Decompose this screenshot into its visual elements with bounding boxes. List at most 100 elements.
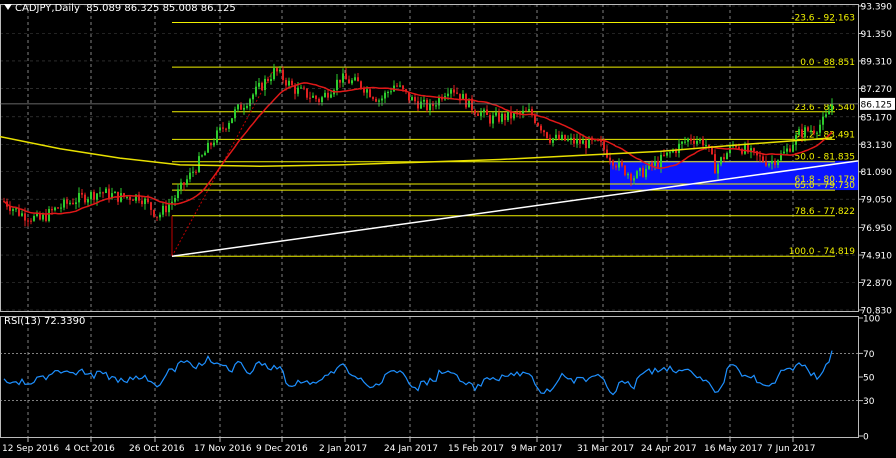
rsi-axis-label: 50 (863, 374, 875, 384)
candle-body (651, 162, 653, 166)
candle-body (321, 97, 323, 103)
candle-body (549, 138, 551, 143)
candle-body (729, 146, 731, 154)
candle-body (792, 144, 794, 152)
candle-body (339, 79, 341, 83)
candle-body (687, 138, 689, 142)
candle-body (681, 141, 683, 144)
date-axis-label: 9 Mar 2017 (511, 444, 562, 454)
candle-body (357, 77, 359, 82)
candle-body (609, 157, 611, 161)
candle-body (708, 144, 710, 147)
fib-label: 61.8 - 80.179 (795, 175, 856, 185)
candle-body (534, 115, 536, 123)
candle-body (657, 160, 659, 167)
candle-body (147, 198, 149, 203)
candle-body (630, 173, 632, 181)
candle-body (54, 207, 56, 211)
candle-body (399, 85, 401, 87)
rsi-axis-label: 70 (863, 350, 875, 360)
price-axis-label: 81.090 (861, 168, 893, 178)
dropdown-triangle-icon[interactable] (4, 4, 12, 10)
candle-body (654, 160, 656, 166)
candle-body (243, 107, 245, 110)
candle-body (372, 97, 374, 99)
date-axis-label: 31 Mar 2017 (577, 444, 634, 454)
price-axis-label: 76.950 (861, 224, 893, 234)
candle-body (93, 191, 95, 200)
candle-body (63, 199, 65, 208)
candle-body (477, 113, 479, 116)
candle-body (336, 79, 338, 91)
candle-body (270, 79, 272, 82)
candle-body (552, 138, 554, 143)
candle-body (267, 78, 269, 82)
candle-body (240, 104, 242, 110)
candle-body (480, 112, 482, 116)
candle-body (360, 81, 362, 88)
candle-body (324, 92, 326, 98)
candle-body (828, 111, 830, 115)
candle-body (618, 161, 620, 168)
candle-body (696, 140, 698, 144)
candle-body (207, 142, 209, 153)
candle-body (201, 155, 203, 157)
candle-body (354, 77, 356, 81)
candle-body (615, 165, 617, 168)
candle-body (420, 101, 422, 109)
candle-body (771, 160, 773, 164)
candle-body (216, 130, 218, 143)
candle-body (666, 152, 668, 156)
candle-body (822, 116, 824, 125)
candle-body (753, 148, 755, 152)
candle-body (456, 92, 458, 94)
candle-body (102, 192, 104, 194)
price-axis-label: 87.270 (861, 85, 893, 95)
candle-body (525, 110, 527, 112)
candle-body (282, 69, 284, 81)
candle-body (447, 93, 449, 97)
current-price-label: 86.125 (861, 100, 893, 110)
candle-body (171, 201, 173, 205)
candle-body (582, 140, 584, 144)
candle-body (417, 101, 419, 109)
date-axis-label: 12 Sep 2016 (2, 444, 59, 454)
candle-body (432, 103, 434, 106)
candle-body (765, 161, 767, 166)
candle-body (288, 80, 290, 86)
candle-body (198, 156, 200, 173)
candle-body (414, 97, 416, 102)
candle-body (735, 145, 737, 148)
candle-body (237, 104, 239, 110)
candle-body (558, 134, 560, 140)
candle-body (429, 103, 431, 111)
fib-label: 23.6 - 85.540 (795, 103, 856, 113)
candle-body (75, 202, 77, 205)
candle-body (72, 202, 74, 205)
candle-body (261, 82, 263, 90)
candle-body (570, 137, 572, 140)
candle-body (366, 89, 368, 93)
candle-body (96, 193, 98, 200)
candle-body (120, 193, 122, 202)
candle-body (699, 139, 701, 141)
candle-body (678, 143, 680, 153)
rsi-axis: 100 70 50 30 0 (859, 315, 880, 443)
candle-body (186, 179, 188, 185)
candle-body (585, 140, 587, 149)
candle-body (522, 110, 524, 114)
candle-body (648, 162, 650, 169)
candle-body (600, 140, 602, 142)
candle-body (126, 196, 128, 198)
candle-body (174, 198, 176, 202)
candle-body (675, 150, 677, 153)
fib-label: -23.6 - 92.163 (791, 14, 855, 24)
candle-body (81, 192, 83, 195)
candle-body (645, 168, 647, 178)
candle-body (342, 73, 344, 83)
fib-label: 0.0 - 88.851 (800, 58, 855, 68)
candle-body (507, 111, 509, 121)
candle-body (213, 142, 215, 146)
candle-body (180, 182, 182, 190)
